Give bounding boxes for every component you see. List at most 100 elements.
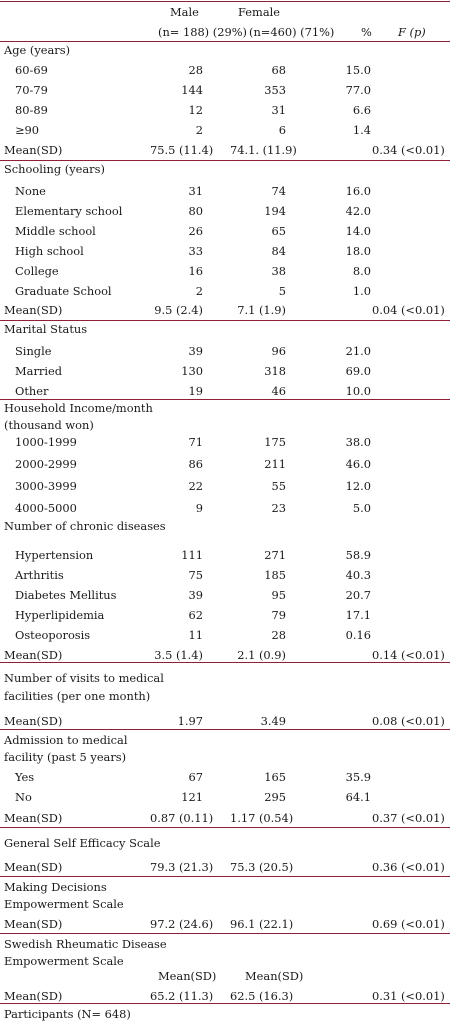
female-count: 194 <box>264 204 286 218</box>
f-p-value: 0.69 (<0.01) <box>372 917 445 931</box>
table-row: Osteoporosis 11 28 0.16 <box>0 625 450 645</box>
f-p-header: F (p) <box>398 25 426 39</box>
section-title: Empowerment Scale <box>0 951 450 971</box>
mean-sd-row: Mean(SD) 3.5 (1.4) 2.1 (0.9) 0.14 (<0.01) <box>0 645 450 665</box>
row-label: Osteoporosis <box>15 628 91 642</box>
male-mean: 75.5 (11.4) <box>150 143 214 157</box>
male-mean: 79.3 (21.3) <box>150 860 214 874</box>
female-header: Female <box>238 5 280 19</box>
row-label: College <box>15 264 59 278</box>
percent-value: 58.9 <box>345 548 371 562</box>
row-label: Diabetes Mellitus <box>15 588 117 602</box>
percent-header: % <box>361 25 372 39</box>
female-count: 211 <box>264 457 286 471</box>
female-count: 96 <box>271 344 287 358</box>
table-row: 3000-3999 22 55 12.0 <box>0 476 450 496</box>
percent-value: 6.6 <box>352 103 371 117</box>
row-label: Mean(SD) <box>4 714 63 728</box>
mean-sd-row: Mean(SD) 65.2 (11.3) 62.5 (16.3) 0.31 (<0.0… <box>0 986 450 1006</box>
row-label: None <box>15 184 46 198</box>
participants-note: Participants (N= 648) <box>4 1007 131 1021</box>
male-count: 121 <box>181 790 203 804</box>
row-label: 70-79 <box>15 83 48 97</box>
female-count: 74 <box>271 184 287 198</box>
row-label: Graduate School <box>15 284 112 298</box>
section-title-text: Marital Status <box>4 322 88 336</box>
male-mean: 3.5 (1.4) <box>154 648 203 662</box>
table-row: 80-89 12 31 6.6 <box>0 100 450 120</box>
female-mean: 7.1 (1.9) <box>237 303 286 317</box>
table-row: Diabetes Mellitus 39 95 20.7 <box>0 585 450 605</box>
section-divider <box>0 320 450 321</box>
table-row: Single 39 96 21.0 <box>0 341 450 361</box>
female-count: 271 <box>264 548 286 562</box>
female-count: 84 <box>271 244 287 258</box>
male-count: 19 <box>188 384 204 398</box>
percent-value: 21.0 <box>345 344 371 358</box>
male-count: 33 <box>188 244 204 258</box>
table-row: Elementary school 80 194 42.0 <box>0 201 450 221</box>
section-divider <box>0 160 450 161</box>
female-count: 55 <box>271 479 287 493</box>
male-count: 71 <box>188 435 204 449</box>
table-row: None 31 74 16.0 <box>0 181 450 201</box>
male-count: 22 <box>188 479 204 493</box>
row-label: Mean(SD) <box>4 143 63 157</box>
percent-value: 40.3 <box>345 568 371 582</box>
percent-value: 18.0 <box>345 244 371 258</box>
section-title-text: Empowerment Scale <box>4 897 124 911</box>
male-count: 11 <box>188 628 204 642</box>
row-label: Middle school <box>15 224 96 238</box>
section-title: Schooling (years) <box>0 159 450 179</box>
table-row: Married 130 318 69.0 <box>0 361 450 381</box>
row-label: High school <box>15 244 84 258</box>
row-label: 80-89 <box>15 103 48 117</box>
row-label: Mean(SD) <box>4 811 63 825</box>
section-divider <box>0 729 450 730</box>
section-divider <box>0 876 450 877</box>
section-title: facility (past 5 years) <box>0 747 450 767</box>
section-divider <box>0 399 450 400</box>
table-row: Arthritis 75 185 40.3 <box>0 565 450 585</box>
footer-row: Participants (N= 648) <box>0 1004 450 1024</box>
percent-value: 5.0 <box>352 501 371 515</box>
percent-value: 38.0 <box>345 435 371 449</box>
section-title: Age (years) <box>0 40 450 60</box>
male-count: 86 <box>188 457 204 471</box>
row-label: Married <box>15 364 63 378</box>
section-divider <box>0 1003 450 1004</box>
section-title: General Self Efficacy Scale <box>0 833 450 853</box>
female-n-header: (n=460) (71%) <box>249 25 335 39</box>
female-mean: 2.1 (0.9) <box>237 648 286 662</box>
table-row: Hypertension 111 271 58.9 <box>0 545 450 565</box>
female-mean: 75.3 (20.5) <box>230 860 294 874</box>
section-title-text: Household Income/month <box>4 401 153 415</box>
section-title-text: Number of chronic diseases <box>4 519 166 533</box>
female-count: 5 <box>278 284 286 298</box>
srd-subheader-row: Mean(SD) Mean(SD) <box>0 966 450 986</box>
percent-value: 8.0 <box>352 264 371 278</box>
female-count: 185 <box>264 568 286 582</box>
section-title: (thousand won) <box>0 415 450 435</box>
female-count: 31 <box>271 103 287 117</box>
table-row: No 121 295 64.1 <box>0 787 450 807</box>
section-divider <box>0 662 450 663</box>
male-count: 111 <box>181 548 203 562</box>
f-p-value: 0.04 (<0.01) <box>372 303 445 317</box>
row-label: Hyperlipidemia <box>15 608 105 622</box>
row-label: Mean(SD) <box>4 303 63 317</box>
section-title-text: (thousand won) <box>4 418 94 432</box>
header-row-2: (n= 188) (29%) (n=460) (71%)% F (p) <box>0 22 450 42</box>
f-p-value: 0.08 (<0.01) <box>372 714 445 728</box>
table-row: College 16 38 8.0 <box>0 261 450 281</box>
row-label: 4000-5000 <box>15 501 77 515</box>
row-label: 3000-3999 <box>15 479 77 493</box>
section-title-text: facilities (per one month) <box>4 689 151 703</box>
male-count: 31 <box>188 184 204 198</box>
percent-value: 14.0 <box>345 224 371 238</box>
male-count: 39 <box>188 588 204 602</box>
table-row: 70-79 144 353 77.0 <box>0 80 450 100</box>
mean-sd-row: Mean(SD) 79.3 (21.3) 75.3 (20.5) 0.36 (<0.0… <box>0 857 450 877</box>
percent-value: 17.1 <box>345 608 371 622</box>
